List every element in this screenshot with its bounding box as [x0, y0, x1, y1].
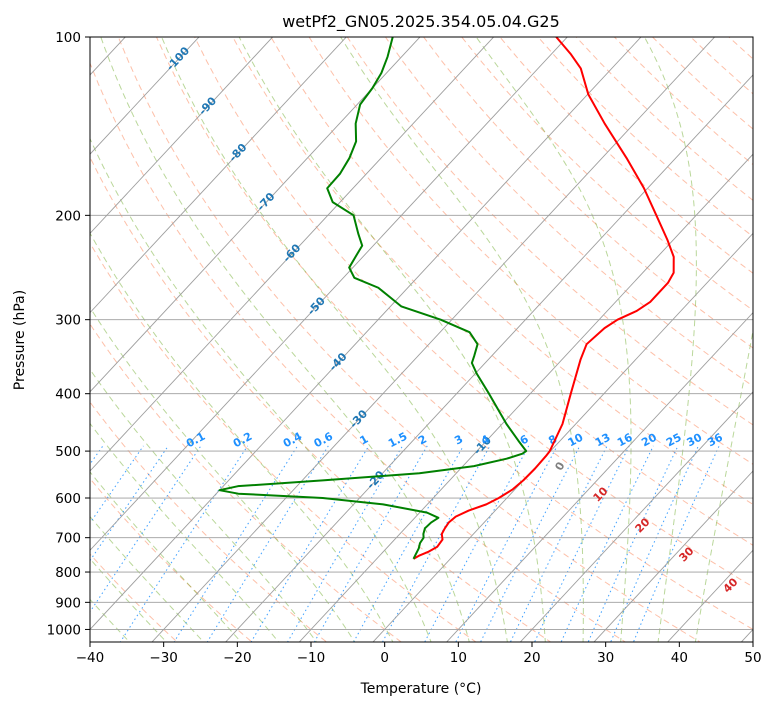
x-tick-label: −10: [297, 650, 326, 666]
x-tick-label: −30: [149, 650, 178, 666]
isotherm: [90, 37, 200, 155]
mixing-ratio-label: 16: [615, 431, 635, 450]
isotherm: [372, 232, 753, 642]
isotherms: [90, 37, 753, 642]
x-tick-label: 30: [597, 650, 614, 666]
x-tick-label: −20: [223, 650, 252, 666]
isotherm: [519, 391, 753, 642]
mixing-ratio-line: [632, 445, 720, 642]
isotherm: [90, 37, 642, 631]
moist-adiabat: [643, 37, 697, 642]
dry-adiabat: [117, 37, 702, 642]
dry-adiabat: [346, 37, 753, 426]
isotherm: [593, 470, 753, 642]
temperature-line: [413, 37, 675, 560]
mixing-ratio-line: [286, 445, 403, 642]
x-tick-label: 0: [380, 650, 389, 666]
axes: −40 −30 −20 −10 0 10 20 30 40 50 100 200 300 400 500 60…: [47, 30, 762, 666]
chart-title: wetPf2_GN05.2025.354.05.04.G25: [282, 12, 560, 32]
y-tick-label: 400: [55, 387, 81, 403]
dry-adiabat: [308, 37, 753, 465]
moist-adiabat: [100, 37, 470, 642]
x-tick-label: −40: [76, 650, 105, 666]
y-tick-label: 800: [55, 565, 81, 581]
isotherm: [90, 37, 495, 472]
x-axis-label: Temperature (°C): [360, 681, 482, 697]
isotherm: [90, 37, 274, 235]
plot-frame: [89, 36, 754, 643]
moist-adiabat: [238, 37, 546, 642]
isotherm: [90, 37, 347, 314]
isotherm: [298, 153, 753, 642]
moist-adiabat: [90, 471, 242, 642]
y-tick-label: 1000: [47, 622, 81, 638]
dry-adiabat: [90, 553, 178, 642]
y-axis-label: Pressure (hPa): [12, 290, 28, 390]
isobars: [90, 37, 753, 630]
moist-adiabat: [90, 422, 280, 642]
moist-adiabat: [475, 37, 632, 642]
y-tick-label: 100: [55, 30, 81, 46]
isotherm: [90, 37, 568, 551]
x-tick-label: 10: [450, 650, 467, 666]
sounding-profiles: [218, 37, 675, 560]
x-tick-label: 20: [523, 650, 540, 666]
mixing-ratio-label: 30: [685, 431, 705, 450]
dry-adiabat: [90, 61, 627, 642]
mixing-ratio-line: [313, 445, 428, 642]
y-tick-label: 200: [55, 208, 81, 224]
mixing-ratio-label: 20: [639, 431, 659, 450]
y-tick-label: 600: [55, 491, 81, 507]
moist-adiabat: [340, 37, 584, 642]
y-tick-label: 500: [55, 444, 81, 460]
isotherm: [446, 311, 753, 642]
mixing-ratio-label: 36: [705, 431, 725, 450]
mixing-ratio-label: 13: [593, 431, 613, 450]
isotherm: [90, 37, 421, 393]
isotherm: [151, 37, 716, 642]
moist-adiabat: [90, 306, 356, 642]
y-tick-label: 300: [55, 313, 81, 329]
dry-adiabat: [194, 37, 753, 588]
y-tick-label: 700: [55, 531, 81, 547]
moist-adiabat: [90, 137, 432, 642]
x-tick-label: 40: [671, 650, 688, 666]
moist-adiabat: [90, 368, 318, 642]
mixing-ratio-line: [90, 445, 202, 613]
x-tick-label: 50: [744, 650, 761, 666]
dewpoint-line: [218, 37, 528, 560]
isotherm: [225, 74, 753, 642]
dry-adiabat: [461, 37, 753, 311]
mixing-ratio-label: 10: [566, 431, 586, 450]
y-tick-label: 900: [55, 595, 81, 611]
moist-adiabat: [161, 37, 508, 642]
mixing-ratio-label: 25: [664, 431, 684, 450]
dry-adiabat: [156, 37, 753, 631]
plot-background: [90, 37, 753, 642]
moist-adiabat: [694, 328, 753, 642]
mixing-ratio-line: [250, 445, 370, 642]
